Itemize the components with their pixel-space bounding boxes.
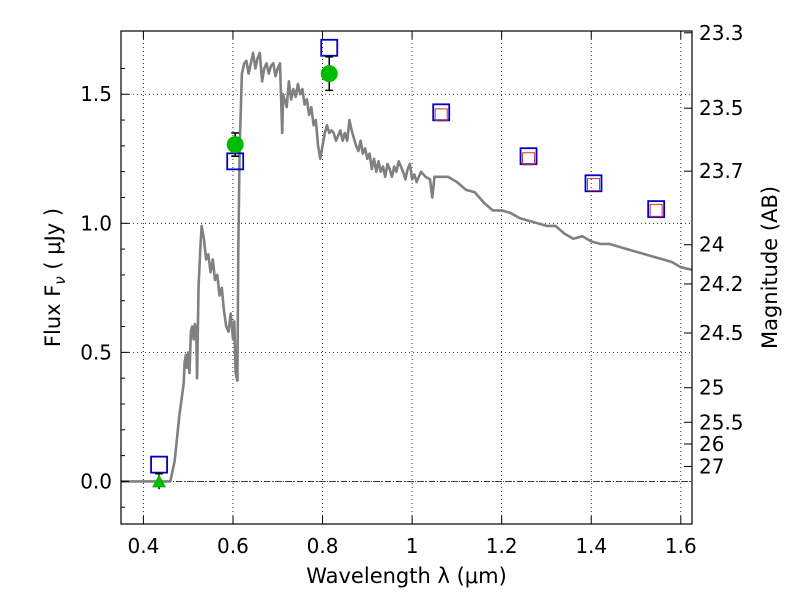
right-tick-label: 26: [699, 432, 724, 456]
right-tick-label: 23.3: [699, 21, 744, 45]
right-tick-label: 24.2: [699, 272, 744, 296]
y-tick-label: 1.5: [80, 82, 112, 106]
x-tick-label: 1.6: [665, 534, 697, 558]
right-tick-label: 25: [699, 376, 724, 400]
model-square-marker: [584, 174, 603, 193]
model-square-marker: [320, 38, 339, 57]
right-tick-label: 24: [699, 233, 724, 257]
plot-frame: [120, 30, 693, 525]
right-tick-label: 23.7: [699, 159, 744, 183]
right-tick-label: 25.5: [699, 410, 744, 434]
y-axis-label-subscript: ν: [51, 276, 69, 284]
observed-point: [320, 65, 338, 83]
right-tick-label: 27: [699, 454, 724, 478]
data-layer: [121, 38, 693, 490]
x-tick-label: 0.8: [307, 534, 339, 558]
model-square-marker: [647, 200, 666, 218]
model-square-marker: [150, 455, 168, 474]
inner-square-marker: [649, 203, 663, 217]
y-axis-label-unit: ( μJy ): [41, 208, 65, 276]
y-tick-label: 0.5: [80, 340, 112, 364]
sed-line: [121, 51, 693, 483]
model-square-marker: [519, 147, 538, 166]
nondetection-triangle: [152, 474, 167, 488]
x-axis-label: Wavelength λ (μm): [306, 564, 507, 588]
y-tick-label: 0.0: [80, 469, 112, 493]
inner-square-marker: [586, 178, 600, 192]
inner-square-marker: [522, 152, 536, 166]
x-tick-label: 0.4: [127, 534, 159, 558]
x-tick-label: 0.6: [217, 534, 249, 558]
observed-point: [226, 136, 244, 154]
inner-square-marker: [434, 108, 448, 122]
tick-marks: [121, 31, 692, 524]
x-tick-label: 1.4: [575, 534, 607, 558]
right-tick-label: 24.5: [699, 321, 744, 345]
x-tick-label: 1: [406, 534, 419, 558]
y-tick-label: 1.0: [80, 211, 112, 235]
right-tick-label: 23.5: [699, 96, 744, 120]
gridlines: [121, 31, 692, 524]
x-tick-label: 1.2: [486, 534, 518, 558]
y-axis-label-left: Flux Fν ( μJy ): [41, 208, 69, 347]
y-axis-label-text: Flux F: [41, 285, 65, 347]
y-axis-label-right: Magnitude (AB): [758, 186, 782, 349]
model-square-marker: [432, 103, 451, 122]
